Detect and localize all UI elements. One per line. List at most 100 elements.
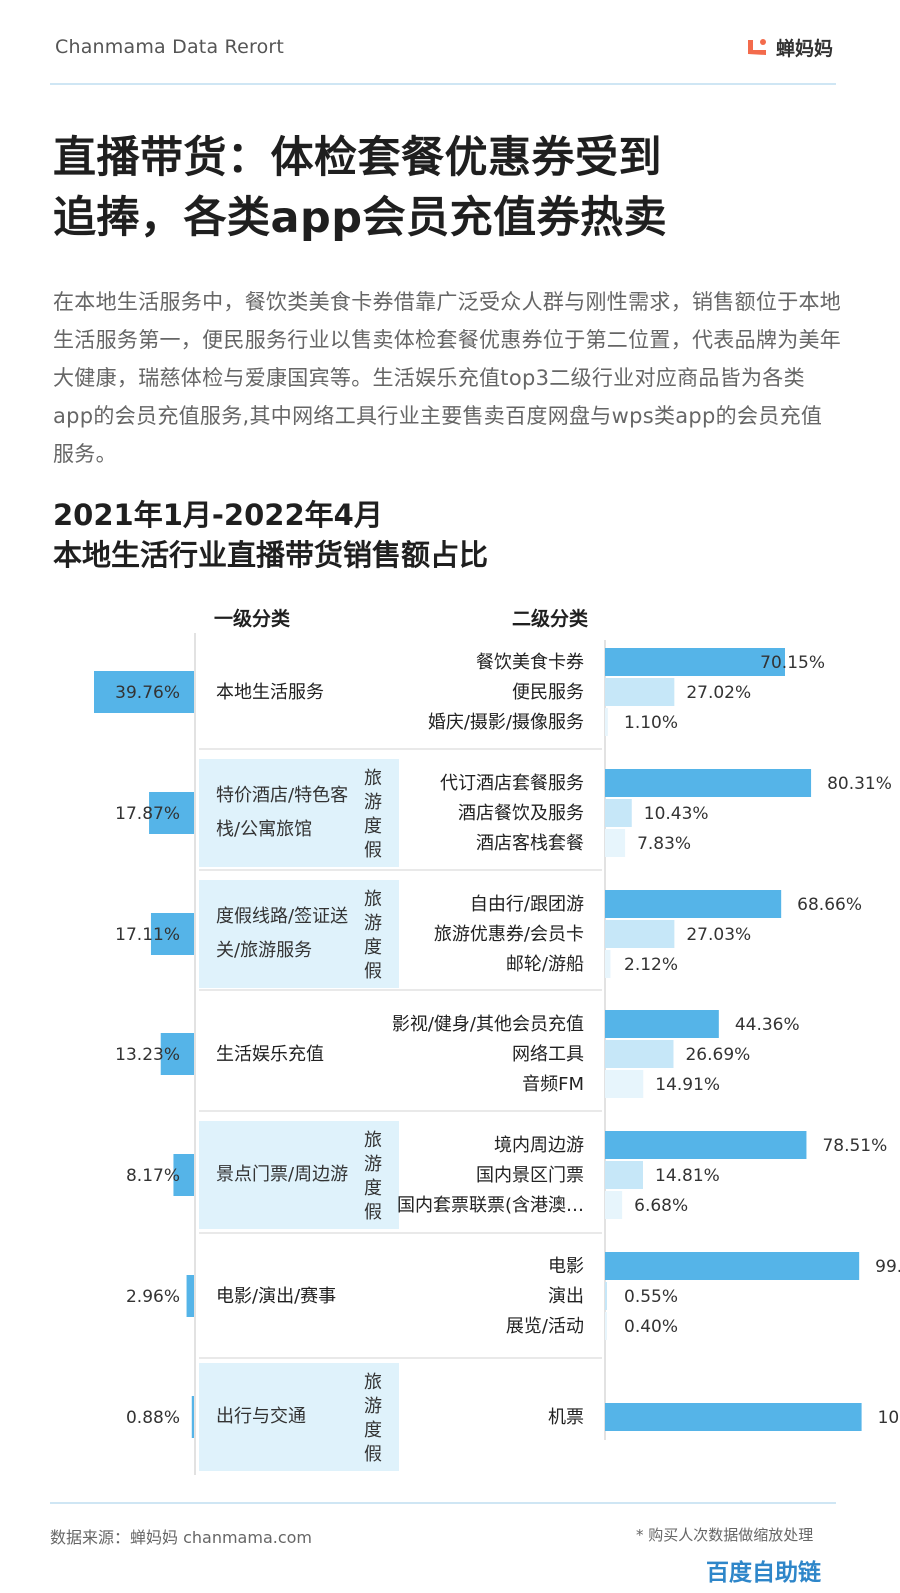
level1-axis-line	[194, 633, 196, 1475]
level2-share-bar	[605, 829, 626, 857]
chart-title: 2021年1月-2022年4月 本地生活行业直播带货销售额占比	[53, 495, 813, 575]
level2-category-label: 境内周边游	[494, 1135, 584, 1156]
level1-share-label: 39.76%	[115, 683, 180, 703]
header-divider	[50, 83, 836, 85]
level2-category-label: 餐饮美食卡券	[476, 652, 584, 673]
tag-background	[199, 1363, 399, 1471]
level1-share-bar	[150, 913, 194, 955]
footer-divider	[50, 1502, 836, 1504]
chanmama-logo: 蝉妈妈	[742, 32, 833, 62]
level2-category-label: 国内套票联票(含港澳…	[397, 1195, 584, 1216]
level2-share-label: 2.12%	[624, 955, 678, 975]
intro-paragraph: 在本地生活服务中，餐饮类美食卡券借靠广泛受众人群与刚性需求，销售额位于本地生活服…	[53, 290, 842, 466]
page-title-line-1: 直播带货：体检套餐优惠券受到	[53, 133, 662, 183]
level2-category-label: 旅游优惠券/会员卡	[434, 924, 584, 945]
travel-tag-char: 游	[364, 1154, 382, 1175]
level1-category-label: 本地生活服务	[216, 682, 324, 703]
tag-background	[199, 759, 399, 867]
level2-share-bar	[605, 708, 608, 736]
level1-category-label: 生活娱乐充值	[216, 1044, 324, 1065]
level2-category-label: 展览/活动	[506, 1316, 584, 1337]
level2-category-label: 酒店餐饮及服务	[458, 803, 584, 824]
travel-tag-char: 游	[364, 792, 382, 813]
level2-share-bar	[605, 769, 812, 797]
watermark-text: 百度自助链	[706, 1560, 821, 1586]
level1-share-bar	[186, 1275, 194, 1317]
travel-tag-char: 旅	[364, 889, 382, 910]
level1-share-label: 8.17%	[126, 1166, 180, 1186]
level1-share-label: 13.23%	[115, 1045, 180, 1065]
level2-share-label: 6.68%	[634, 1196, 688, 1216]
tag-background	[199, 1121, 399, 1229]
level2-share-label: 100%	[878, 1408, 900, 1428]
level1-share-bar	[160, 1033, 194, 1075]
level1-share-label: 2.96%	[126, 1287, 180, 1307]
page-title-line-2: 追捧，各类app会员充值券热卖	[53, 193, 668, 243]
tag-background	[199, 880, 399, 988]
level1-category-label: 特价酒店/特色客	[216, 785, 348, 806]
travel-tag-char: 假	[364, 961, 382, 982]
level2-category-label: 邮轮/游船	[506, 954, 584, 975]
level2-share-label: 10.43%	[644, 804, 709, 824]
level2-category-label: 国内景区门票	[476, 1165, 584, 1186]
level2-share-label: 26.69%	[685, 1045, 750, 1065]
level2-category-label: 电影	[548, 1256, 584, 1277]
level2-share-label: 78.51%	[822, 1136, 887, 1156]
level2-share-bar	[605, 1070, 644, 1098]
level1-share-label: 17.11%	[115, 925, 180, 945]
level2-share-label: 27.02%	[686, 683, 751, 703]
report-brand: Chanmama Data Rerort	[55, 36, 285, 58]
logo-text: 蝉妈妈	[776, 37, 834, 60]
level2-column-head: 二级分类	[512, 608, 589, 630]
level2-share-bar	[605, 920, 675, 948]
level2-share-bar	[605, 648, 785, 676]
level2-share-label: 0.40%	[624, 1317, 678, 1337]
level2-category-label: 影视/健身/其他会员充值	[392, 1014, 584, 1035]
level2-category-label: 演出	[548, 1286, 584, 1307]
level1-category-label: 电影/演出/赛事	[216, 1286, 336, 1307]
travel-tag-char: 游	[364, 913, 382, 934]
level2-share-bar	[605, 1403, 862, 1431]
level2-category-label: 便民服务	[512, 682, 584, 703]
level2-share-label: 27.03%	[686, 925, 751, 945]
travel-tag-char: 度	[364, 1420, 382, 1441]
chart-title-line-2: 本地生活行业直播带货销售额占比	[53, 538, 489, 572]
level2-category-label: 婚庆/摄影/摄像服务	[428, 712, 584, 733]
level2-share-bar	[605, 1040, 674, 1068]
level2-share-label: 1.10%	[624, 713, 678, 733]
level2-share-bar	[605, 1282, 607, 1310]
level2-category-label: 酒店客栈套餐	[476, 833, 584, 854]
chart-title-line-1: 2021年1月-2022年4月	[53, 498, 383, 532]
level1-share-bar	[94, 671, 194, 713]
level1-share-bar	[149, 792, 194, 834]
level2-share-label: 0.55%	[624, 1287, 678, 1307]
level1-category-label: 景点门票/周边游	[216, 1164, 348, 1185]
level1-share-label: 0.88%	[126, 1408, 180, 1428]
level2-category-label: 代订酒店套餐服务	[440, 773, 584, 794]
level1-category-label: 关/旅游服务	[216, 940, 312, 961]
travel-tag-char: 假	[364, 1444, 382, 1465]
travel-tag-char: 假	[364, 1202, 382, 1223]
level2-category-label: 机票	[548, 1407, 584, 1428]
level1-column-head: 一级分类	[214, 608, 291, 630]
level2-share-label: 80.31%	[827, 774, 892, 794]
chanmama-logo-icon	[748, 39, 766, 55]
level2-category-label: 音频FM	[522, 1074, 584, 1095]
level2-share-bar	[605, 1010, 719, 1038]
level2-share-bar	[605, 1191, 623, 1219]
footnote: * 购买人次数据做缩放处理	[636, 1526, 814, 1544]
travel-tag-char: 度	[364, 816, 382, 837]
level1-category-label: 出行与交通	[216, 1406, 306, 1427]
level2-share-bar	[605, 890, 782, 918]
level2-share-label: 70.15%	[760, 653, 825, 673]
level2-share-bar	[605, 678, 675, 706]
travel-tag-char: 旅	[364, 1130, 382, 1151]
level2-share-label: 7.83%	[637, 834, 691, 854]
travel-tag-char: 度	[364, 1178, 382, 1199]
page-title: 直播带货：体检套餐优惠券受到 追捧，各类app会员充值券热卖	[53, 128, 853, 248]
level2-share-label: 14.81%	[655, 1166, 720, 1186]
level2-share-bar	[605, 1312, 607, 1340]
level2-share-label: 44.36%	[735, 1015, 800, 1035]
level2-share-label: 68.66%	[797, 895, 862, 915]
